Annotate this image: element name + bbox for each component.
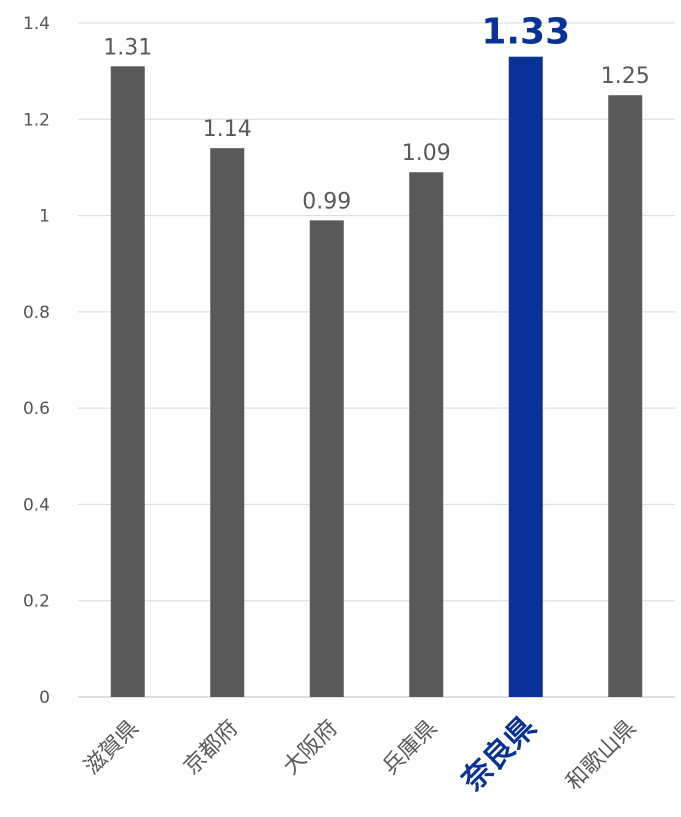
value-label: 0.99	[302, 189, 351, 214]
y-tick-label: 0.2	[23, 592, 50, 612]
gridlines	[78, 22, 675, 698]
y-tick-label: 0.6	[23, 399, 50, 419]
category-label: 京都府	[179, 716, 243, 780]
bar-6	[608, 95, 643, 697]
y-axis: 0 0.2 0.4 0.6 0.8 1 1.2 1.4	[23, 14, 50, 708]
value-label: 1.14	[203, 117, 252, 142]
y-tick-label: 0.8	[23, 303, 50, 323]
bars	[110, 56, 643, 698]
value-label: 1.31	[103, 35, 152, 60]
category-label: 滋賀県	[80, 716, 144, 780]
bar-2	[210, 148, 245, 697]
y-tick-label: 0	[39, 688, 50, 708]
category-label: 兵庫県	[378, 716, 442, 780]
bar-3	[309, 220, 344, 697]
value-label: 1.33	[481, 12, 570, 53]
bar-1	[110, 66, 145, 698]
y-tick-label: 1	[39, 207, 50, 227]
category-label: 大阪府	[279, 716, 343, 780]
bar-5	[508, 56, 543, 697]
value-label: 1.25	[601, 64, 650, 89]
value-label: 1.09	[402, 141, 451, 166]
category-label: 和歌山県	[562, 716, 642, 796]
value-labels: 1.31 1.14 0.99 1.09 1.33 1.25	[103, 12, 649, 215]
y-tick-label: 1.2	[23, 110, 50, 130]
y-tick-label: 0.4	[23, 495, 50, 515]
x-axis: 滋賀県 京都府 大阪府 兵庫県 奈良県 和歌山県	[80, 710, 642, 799]
bar-4	[409, 172, 444, 697]
category-label: 奈良県	[454, 710, 543, 799]
y-tick-label: 1.4	[23, 14, 50, 34]
